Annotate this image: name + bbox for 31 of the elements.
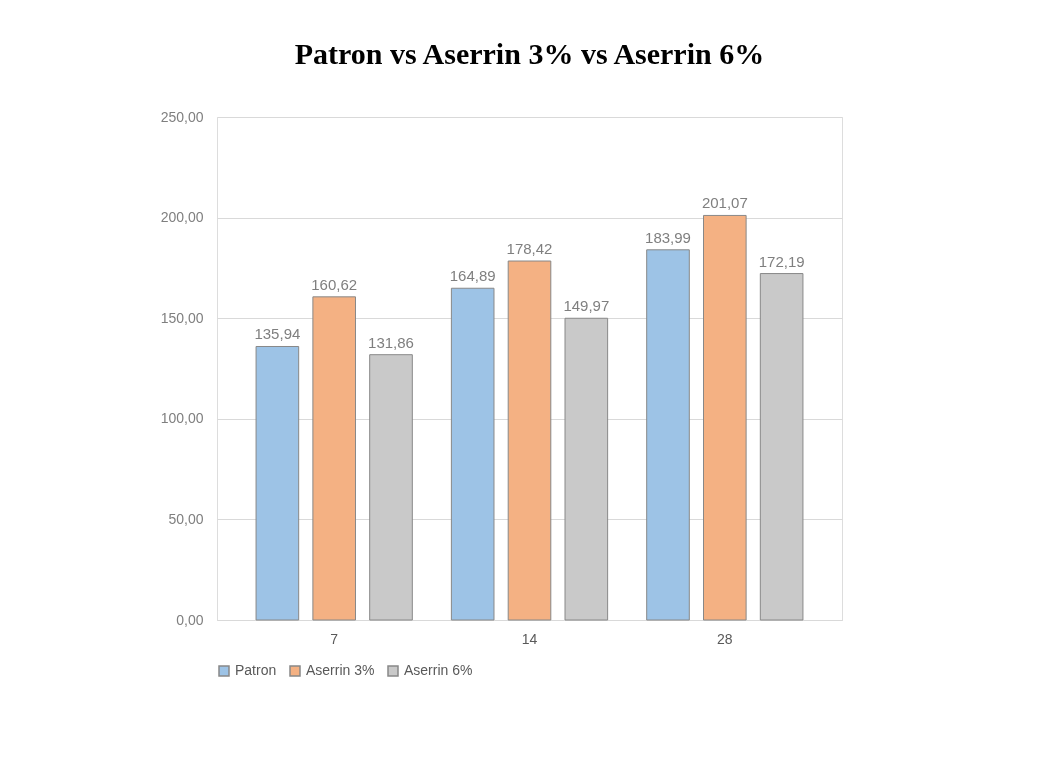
y-tick-label: 250,00 xyxy=(160,108,204,125)
chart-title: Patron vs Aserrin 3% vs Aserrin 6% xyxy=(294,37,765,70)
x-tick-label: 14 xyxy=(521,630,538,647)
bar xyxy=(255,345,300,621)
bar xyxy=(369,354,413,621)
data-label: 201,07 xyxy=(701,194,748,212)
bar xyxy=(564,317,609,621)
legend-label: Aserrin 6% xyxy=(404,662,473,678)
y-tick-label: 200,00 xyxy=(160,209,204,226)
bar xyxy=(450,287,495,621)
legend-label: Aserrin 3% xyxy=(306,662,375,678)
y-tick-label: 150,00 xyxy=(160,309,204,326)
data-label: 131,86 xyxy=(368,333,414,351)
y-tick-label: 50,00 xyxy=(168,510,204,527)
bar xyxy=(703,214,747,621)
y-tick-label: 100,00 xyxy=(160,410,204,427)
data-label: 160,62 xyxy=(311,275,358,293)
data-label: 164,89 xyxy=(449,267,496,285)
data-label: 183,99 xyxy=(645,228,691,246)
bar xyxy=(507,260,552,621)
y-tick-label: 0,00 xyxy=(176,611,204,628)
data-label: 178,42 xyxy=(506,240,553,258)
data-label: 135,94 xyxy=(254,325,301,343)
bar xyxy=(646,249,690,621)
legend-label: Patron xyxy=(235,662,277,678)
data-label: 172,19 xyxy=(758,252,805,270)
data-label: 149,97 xyxy=(563,297,610,315)
bar xyxy=(759,273,804,621)
x-tick-label: 7 xyxy=(330,630,339,647)
x-tick-label: 28 xyxy=(717,630,733,647)
bar xyxy=(312,296,356,621)
